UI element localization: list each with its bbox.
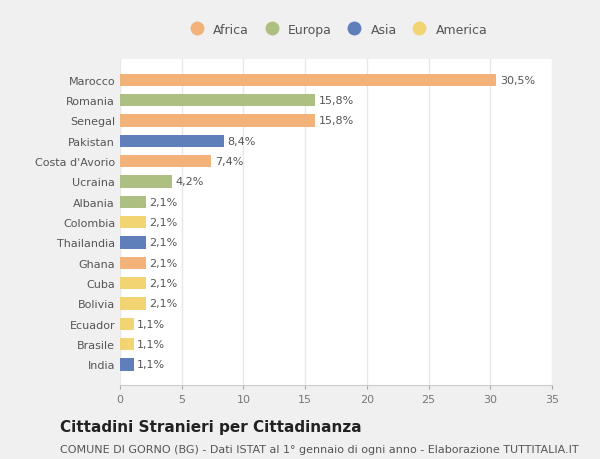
Bar [120, 217, 146, 229]
Text: 1,1%: 1,1% [137, 339, 166, 349]
Bar [120, 298, 146, 310]
Bar [120, 318, 134, 330]
Text: 2,1%: 2,1% [149, 299, 178, 309]
Text: 8,4%: 8,4% [227, 136, 256, 146]
Bar [120, 277, 146, 290]
Text: 2,1%: 2,1% [149, 279, 178, 288]
Text: 30,5%: 30,5% [500, 76, 535, 85]
Bar [120, 237, 146, 249]
Bar [120, 176, 172, 188]
Text: 2,1%: 2,1% [149, 218, 178, 228]
Bar [120, 338, 134, 351]
Legend: Africa, Europa, Asia, America: Africa, Europa, Asia, America [185, 23, 487, 37]
Bar [120, 74, 496, 87]
Bar [120, 196, 146, 208]
Text: 2,1%: 2,1% [149, 238, 178, 248]
Text: 4,2%: 4,2% [176, 177, 204, 187]
Bar [120, 95, 315, 107]
Bar [120, 358, 134, 371]
Text: 15,8%: 15,8% [319, 96, 354, 106]
Text: 1,1%: 1,1% [137, 319, 166, 329]
Bar [120, 156, 211, 168]
Bar [120, 257, 146, 269]
Text: 7,4%: 7,4% [215, 157, 244, 167]
Text: COMUNE DI GORNO (BG) - Dati ISTAT al 1° gennaio di ogni anno - Elaborazione TUTT: COMUNE DI GORNO (BG) - Dati ISTAT al 1° … [60, 444, 578, 454]
Text: 15,8%: 15,8% [319, 116, 354, 126]
Bar [120, 115, 315, 127]
Text: 2,1%: 2,1% [149, 258, 178, 268]
Bar [120, 135, 224, 147]
Text: 2,1%: 2,1% [149, 197, 178, 207]
Text: 1,1%: 1,1% [137, 360, 166, 369]
Text: Cittadini Stranieri per Cittadinanza: Cittadini Stranieri per Cittadinanza [60, 419, 362, 434]
